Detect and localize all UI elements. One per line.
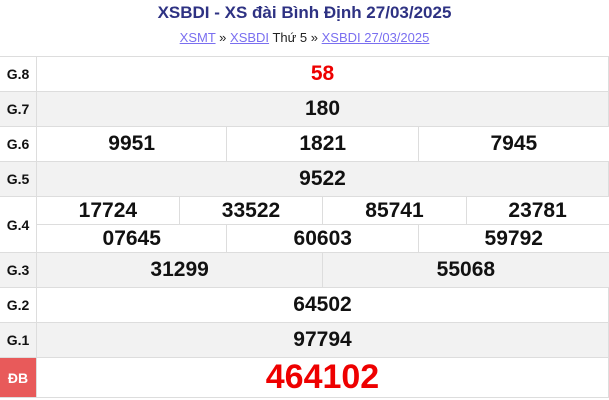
results-table: G.8 58 G.7 180 G.6 9951 1821 7945 G.5 95… bbox=[0, 56, 609, 398]
prize-label: G.1 bbox=[0, 322, 37, 358]
prize-number: 180 bbox=[36, 91, 609, 127]
prize-number: 33522 bbox=[178, 197, 324, 225]
prize-number: 17724 bbox=[37, 197, 180, 225]
prize-number: 31299 bbox=[37, 253, 324, 287]
prize-number: 9951 bbox=[37, 127, 228, 161]
special-prize-label: ĐB bbox=[0, 357, 37, 398]
prize-label: G.6 bbox=[0, 126, 37, 162]
breadcrumb: XSMT » XSBDI Thứ 5 » XSBDI 27/03/2025 bbox=[0, 26, 609, 54]
prize-number: 59792 bbox=[418, 225, 609, 252]
breadcrumb-separator: » bbox=[219, 30, 227, 45]
prize-label: G.4 bbox=[0, 196, 37, 253]
special-prize-number: 464102 bbox=[36, 357, 609, 398]
prize-number: 97794 bbox=[36, 322, 609, 358]
prize-row-g7: G.7 180 bbox=[0, 91, 609, 127]
prize-number: 07645 bbox=[37, 225, 228, 252]
prize-number: 58 bbox=[36, 56, 609, 92]
prize-number: 9522 bbox=[36, 161, 609, 197]
prize-row-g3: G.3 31299 55068 bbox=[0, 252, 609, 288]
prize-number: 60603 bbox=[226, 225, 420, 252]
prize-label: G.2 bbox=[0, 287, 37, 323]
prize-row-g4: G.4 17724 33522 85741 23781 07645 60603 … bbox=[0, 196, 609, 253]
prize-number: 64502 bbox=[36, 287, 609, 323]
prize-row-g1: G.1 97794 bbox=[0, 322, 609, 358]
prize-row-g2: G.2 64502 bbox=[0, 287, 609, 323]
prize-row-g8: G.8 58 bbox=[0, 56, 609, 92]
prize-label: G.8 bbox=[0, 56, 37, 92]
prize-label: G.3 bbox=[0, 252, 37, 288]
prize-label: G.5 bbox=[0, 161, 37, 197]
prize-number: 85741 bbox=[322, 197, 467, 225]
breadcrumb-xsbdi-link[interactable]: XSBDI bbox=[230, 30, 270, 45]
breadcrumb-date-link[interactable]: XSBDI 27/03/2025 bbox=[321, 30, 430, 45]
prize-row-g6: G.6 9951 1821 7945 bbox=[0, 126, 609, 162]
page-title: XSBDI - XS đài Bình Định 27/03/2025 bbox=[157, 3, 452, 22]
prize-number: 7945 bbox=[418, 127, 609, 161]
prize-number: 55068 bbox=[322, 253, 609, 287]
breadcrumb-separator: » bbox=[310, 30, 319, 45]
prize-number: 1821 bbox=[226, 127, 420, 161]
prize-number: 23781 bbox=[465, 197, 609, 225]
breadcrumb-day: Thứ 5 bbox=[272, 30, 308, 45]
prize-row-g5: G.5 9522 bbox=[0, 161, 609, 197]
prize-row-special: ĐB 464102 bbox=[0, 357, 609, 398]
prize-label: G.7 bbox=[0, 91, 37, 127]
breadcrumb-xsmt-link[interactable]: XSMT bbox=[179, 30, 216, 45]
